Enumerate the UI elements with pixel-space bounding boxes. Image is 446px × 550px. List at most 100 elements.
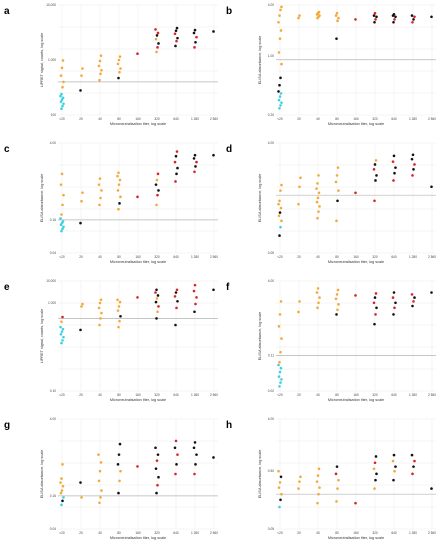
data-point	[336, 166, 340, 169]
x-tick-label: <20	[277, 393, 283, 397]
data-point	[373, 199, 376, 203]
y-tick-label: 1.00	[268, 54, 274, 58]
data-point	[336, 288, 340, 292]
data-point	[212, 288, 215, 292]
data-point	[392, 179, 395, 182]
x-tick-label: 2 560	[210, 393, 218, 397]
data-point	[118, 300, 122, 304]
data-point	[278, 199, 281, 203]
x-tick-label: 640	[391, 531, 397, 535]
data-point	[81, 191, 84, 194]
panel-g: g 0.04 0.16 4.00 <20 20 40 80 160 320 640 1 280 2 56…	[4, 417, 218, 540]
panel-f: f 0.02 0.11 4.00 <20 20 40 80 160 320 640 1 280 2 56…	[226, 279, 436, 402]
y-axis-label: ELISA absorbance, log scale	[258, 36, 262, 85]
data-point	[277, 375, 281, 378]
x-tick-label: 640	[173, 393, 179, 397]
data-point	[173, 446, 177, 450]
data-point	[60, 213, 63, 216]
y-axis-label: ELISA absorbance, log scale	[258, 450, 262, 499]
data-point	[278, 211, 282, 214]
data-point	[154, 28, 157, 31]
x-tick-label: 40	[98, 117, 102, 121]
x-tick-label: 80	[117, 255, 121, 259]
x-tick-label: 20	[79, 393, 83, 397]
data-point	[154, 467, 158, 470]
x-tick-label: 80	[117, 531, 121, 535]
data-point	[279, 76, 282, 80]
data-point	[335, 465, 339, 468]
data-point	[279, 8, 282, 12]
data-point	[317, 210, 320, 213]
data-point	[412, 465, 415, 468]
data-point	[194, 40, 197, 44]
data-point	[116, 463, 120, 466]
data-point	[354, 294, 357, 297]
x-tick-label: 1 280	[191, 255, 199, 259]
y-tick-label: 0.50	[268, 469, 274, 473]
data-point	[316, 182, 319, 185]
x-tick-label: 320	[372, 531, 378, 535]
x-tick-label: 2 560	[428, 393, 436, 397]
data-point	[392, 478, 395, 482]
y-tick-label: 0.02	[268, 389, 274, 393]
data-point	[392, 13, 396, 16]
data-point	[280, 101, 283, 104]
x-tick-label: 640	[173, 117, 179, 121]
data-point	[279, 225, 282, 229]
data-point	[60, 172, 64, 176]
data-point	[393, 469, 396, 473]
y-tick-label: 4.00	[50, 417, 56, 421]
data-point	[335, 174, 339, 177]
x-tick-label: 40	[98, 255, 102, 259]
x-tick-label: <20	[277, 531, 283, 535]
data-point	[374, 179, 377, 182]
data-point	[335, 313, 338, 316]
data-point	[156, 310, 159, 314]
data-point	[412, 18, 415, 21]
x-tick-label: 160	[353, 255, 359, 259]
panel-c: c 0.04 0.16 4.00 <20 20 40 80 160 320 640 1 280 2 56…	[4, 141, 218, 264]
data-point	[278, 234, 281, 237]
panel-a: a 100 1 000 10,000 <20 20 40 80 160 320 640 1 280 2 …	[4, 3, 218, 126]
y-tick-label: 0.20	[268, 113, 274, 117]
data-point	[280, 62, 283, 66]
data-point	[195, 35, 198, 39]
data-point	[61, 327, 65, 331]
y-axis-label: ELISA absorbance, log scale	[40, 174, 44, 223]
panel-label: h	[226, 420, 232, 431]
data-point	[298, 300, 301, 303]
data-point	[212, 456, 215, 459]
x-tick-label: 20	[79, 117, 83, 121]
data-point	[297, 202, 300, 206]
data-point	[136, 195, 139, 199]
data-point	[373, 461, 377, 465]
data-point	[98, 323, 101, 327]
data-point	[118, 55, 122, 58]
y-axis-label: ELISA absorbance, log scale	[40, 450, 44, 499]
data-point	[98, 301, 102, 305]
data-point	[410, 453, 414, 457]
data-point	[277, 325, 281, 328]
data-point	[279, 498, 282, 502]
data-point	[99, 54, 103, 57]
data-point	[374, 292, 378, 295]
data-point	[278, 107, 281, 110]
data-point	[136, 296, 139, 299]
x-axis-label: Microneutralisation titer, log scale	[328, 260, 384, 264]
data-point	[174, 323, 177, 327]
data-point	[430, 487, 433, 490]
data-point	[61, 499, 64, 503]
data-point	[174, 291, 178, 294]
data-point	[298, 480, 301, 483]
y-tick-label: 1 000	[48, 301, 56, 305]
data-point	[278, 83, 281, 87]
y-axis-label: ELISA absorbance, log scale	[258, 312, 262, 361]
data-point	[117, 453, 121, 456]
data-point	[280, 378, 283, 381]
data-point	[279, 104, 282, 107]
data-point	[375, 174, 378, 177]
x-axis-label: Microneutralisation titer, log scale	[110, 122, 166, 126]
y-tick-label: 0.04	[50, 527, 56, 531]
x-tick-label: <20	[59, 117, 65, 121]
